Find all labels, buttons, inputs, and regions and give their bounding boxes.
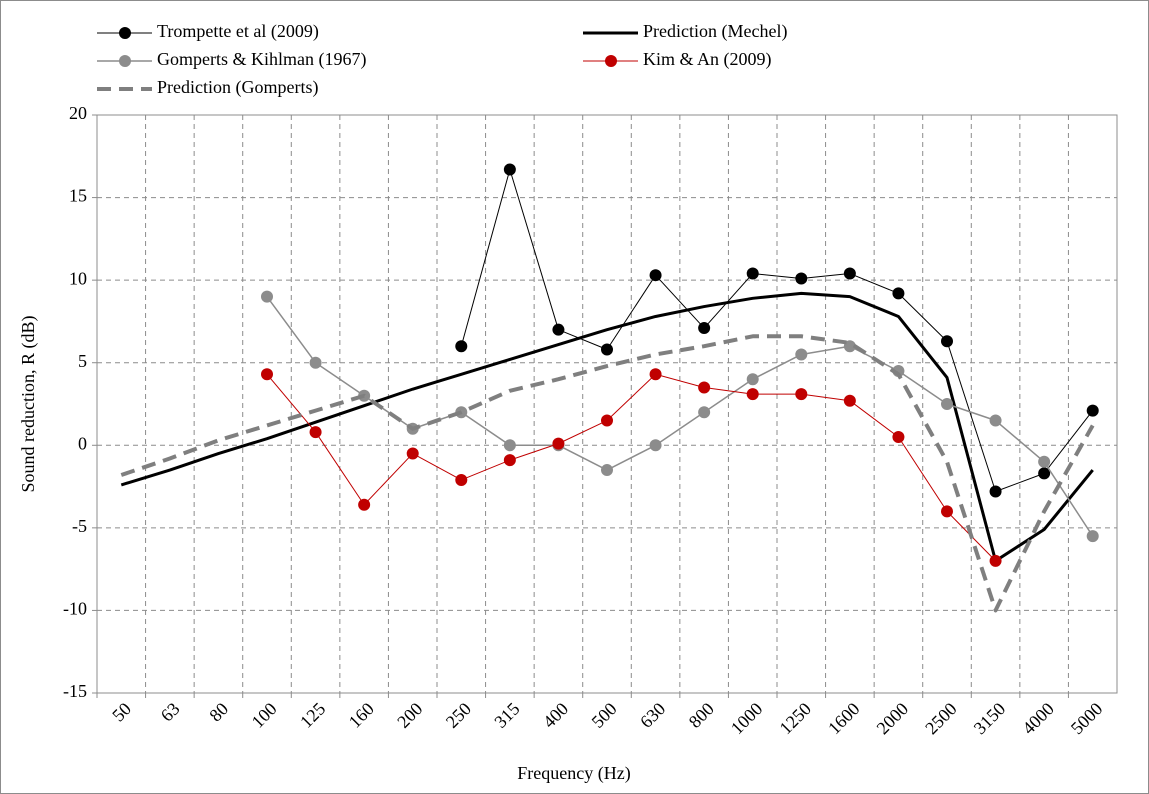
data-point [795,348,808,361]
data-point [503,439,516,452]
series-line [120,334,1095,613]
data-point [552,437,565,450]
series-line [460,168,1094,493]
legend-marker [119,55,131,67]
legend-label: Kim & An (2009) [643,49,772,70]
data-point [698,322,711,335]
data-point [843,394,856,407]
legend-label: Gomperts & Kihlman (1967) [157,49,366,70]
data-point [892,287,905,300]
legend-entry: Prediction (Mechel) [583,21,787,42]
y-axis-title: Sound reduction, R (dB) [18,316,39,493]
data-point [698,406,711,419]
data-point [843,340,856,353]
data-point [649,368,662,381]
data-point [989,554,1002,567]
legend-entry: Kim & An (2009) [583,49,772,70]
data-point [601,414,613,427]
y-tick-label: -5 [72,516,87,536]
y-tick-label: 0 [78,433,87,453]
data-point [941,398,953,410]
data-point [1086,404,1099,417]
y-tick-label: 5 [78,351,87,371]
data-point [455,340,468,353]
data-point [795,272,808,285]
series-line [120,291,1094,563]
legend-label: Prediction (Gomperts) [157,77,318,98]
data-point [795,388,808,401]
legend-entry: Trompette et al (2009) [97,21,319,42]
data-point [406,447,419,460]
data-point [261,368,273,381]
data-point [455,473,468,486]
data-point [941,505,953,518]
data-point [989,485,1002,498]
legend-marker [605,55,617,67]
data-point [649,269,662,282]
data-point [1086,530,1099,543]
y-tick-label: 10 [69,268,87,288]
y-tick-label: 20 [69,103,87,123]
plot-border [96,114,1118,694]
data-point [746,267,759,280]
x-axis-title: Frequency (Hz) [517,763,630,784]
data-point [601,464,613,477]
data-point [843,267,856,280]
data-point [1038,467,1051,480]
data-point [261,290,273,303]
legend-label: Prediction (Mechel) [643,21,787,42]
y-tick-label: -10 [63,599,87,619]
data-point [746,388,759,401]
data-point [989,414,1002,427]
legend-marker [119,27,131,39]
data-point [552,323,565,336]
data-point [503,163,516,176]
y-tick-label: -15 [63,681,87,701]
legend-entry: Gomperts & Kihlman (1967) [97,49,366,70]
data-point [941,335,953,348]
data-point [503,454,516,467]
data-point [892,431,905,444]
data-point [309,426,322,439]
data-point [309,356,322,369]
legend-label: Trompette et al (2009) [157,21,319,42]
legend-entry: Prediction (Gomperts) [97,77,318,98]
series-line [266,373,996,562]
series-line [266,296,1094,537]
data-point [601,343,613,356]
y-tick-label: 15 [69,186,87,206]
data-point [746,373,759,386]
data-point [649,439,662,452]
data-point [1038,455,1051,468]
data-point [358,498,371,511]
data-point [698,381,711,394]
